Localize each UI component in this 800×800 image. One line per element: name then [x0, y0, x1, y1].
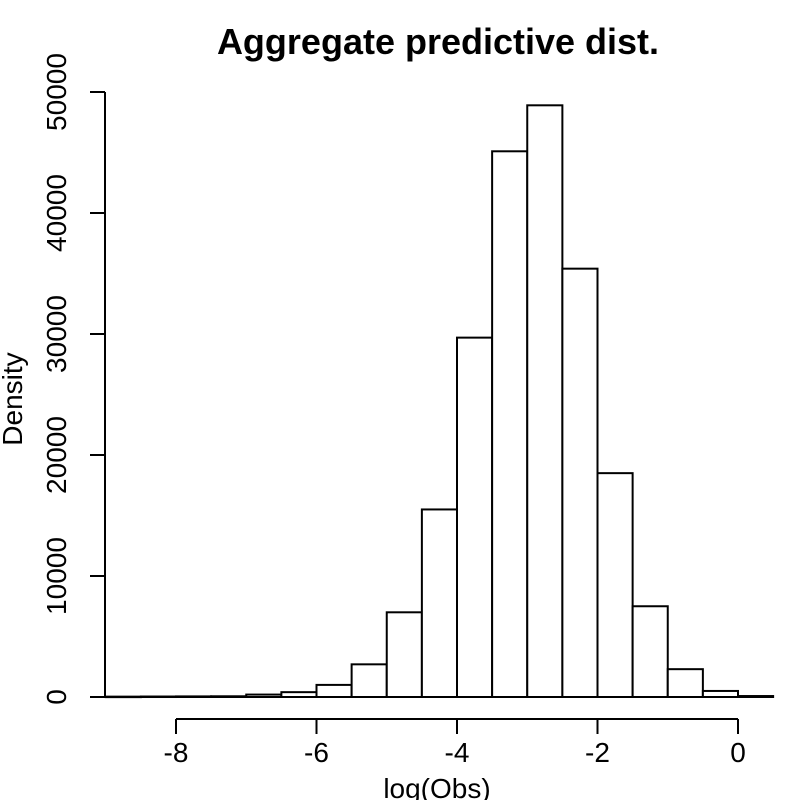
chart-title: Aggregate predictive dist. [217, 21, 659, 62]
histogram-bar [210, 695, 248, 698]
histogram-bar [280, 691, 318, 698]
y-tick-label: 50000 [41, 53, 72, 131]
histogram-bar [561, 267, 599, 698]
bars-group [104, 104, 775, 699]
x-axis-label: log(Obs) [383, 773, 490, 800]
histogram-bar [456, 336, 494, 698]
histogram-bar [701, 689, 739, 699]
y-axis-label: Density [0, 352, 28, 445]
histogram-bar [245, 693, 283, 699]
histogram-bar [491, 150, 529, 699]
histogram-bar [385, 611, 423, 698]
histogram-bar [350, 663, 388, 699]
x-tick-label: 0 [730, 737, 746, 768]
histogram-bar [666, 668, 704, 698]
y-axis: 0 10000 20000 30000 40000 50000 [41, 53, 106, 705]
x-tick-label: -8 [164, 737, 189, 768]
histogram-bar [420, 508, 458, 699]
x-tick-label: -4 [445, 737, 470, 768]
y-tick-label: 0 [41, 689, 72, 705]
x-tick-label: -2 [585, 737, 610, 768]
histogram-bar [104, 695, 142, 699]
histogram-bar [175, 695, 213, 699]
histogram-bar [526, 104, 564, 698]
y-tick-label: 20000 [41, 416, 72, 494]
y-tick-label: 40000 [41, 174, 72, 252]
y-tick-label: 10000 [41, 537, 72, 615]
y-tick-label: 30000 [41, 295, 72, 373]
histogram-bar [737, 695, 775, 698]
x-axis: -8 -6 -4 -2 0 [164, 718, 746, 768]
histogram-bar [139, 695, 177, 699]
histogram-bar [596, 472, 634, 698]
histogram-bar [631, 605, 669, 698]
x-tick-label: -6 [304, 737, 329, 768]
histogram-bar [315, 683, 353, 699]
